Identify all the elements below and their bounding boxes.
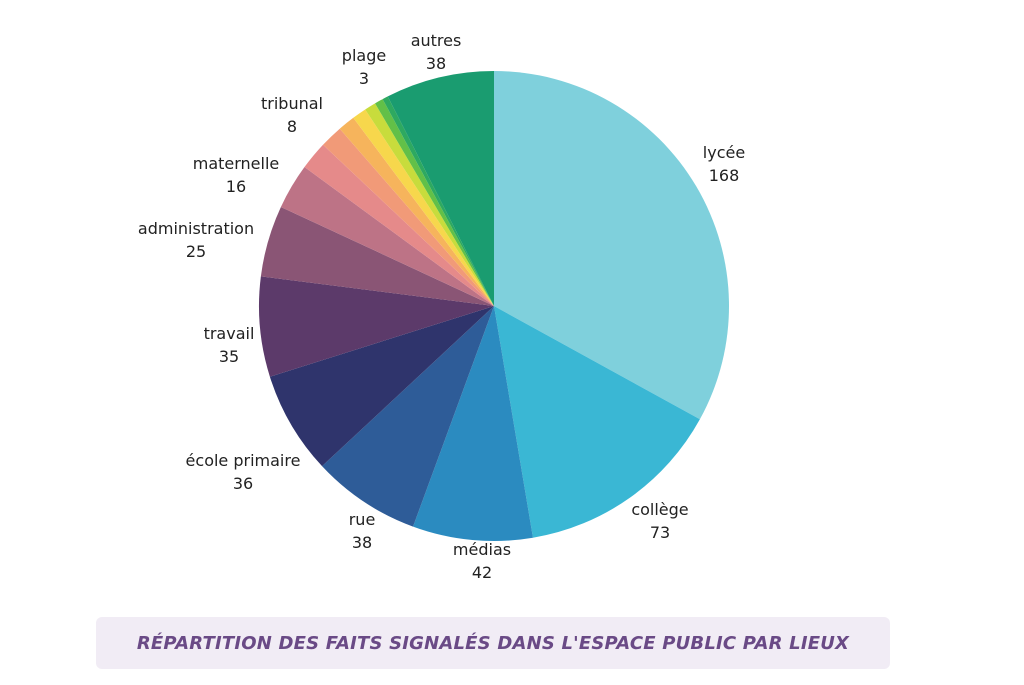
slice-value: 3 xyxy=(359,69,369,88)
slice-value: 168 xyxy=(709,166,740,185)
slice-value: 38 xyxy=(352,533,372,552)
pie-slice-autres xyxy=(387,71,494,306)
pie-slice-collège xyxy=(494,306,700,538)
slice-label: école primaire xyxy=(186,451,301,470)
pie-slice xyxy=(339,117,494,307)
caption-bar: RÉPARTITION DES FAITS SIGNALÉS DANS L'ES… xyxy=(96,617,890,669)
slice-label: lycée xyxy=(703,143,745,162)
pie-slice xyxy=(365,103,494,306)
pie-slice xyxy=(353,109,494,306)
slice-value: 73 xyxy=(650,523,670,542)
slice-label: tribunal xyxy=(261,94,323,113)
slice-label: autres xyxy=(411,31,462,50)
slice-value: 36 xyxy=(233,474,253,493)
pie-slice-administration xyxy=(260,206,494,306)
pie-slice xyxy=(304,144,494,306)
pie-slice-rue xyxy=(322,306,494,527)
pie-slice-médias xyxy=(413,306,533,541)
pie-slice-travail xyxy=(259,276,494,377)
slice-label: maternelle xyxy=(193,154,280,173)
chart-caption: RÉPARTITION DES FAITS SIGNALÉS DANS L'ES… xyxy=(136,632,850,654)
slice-label: travail xyxy=(204,324,255,343)
slice-label: médias xyxy=(453,540,511,559)
slice-value: 8 xyxy=(287,117,297,136)
slice-value: 25 xyxy=(186,242,206,261)
pie-slice-école-primaire xyxy=(269,306,494,467)
pie-slice-maternelle xyxy=(280,167,494,306)
pie-slice-lycée xyxy=(494,71,730,420)
pie-slice-plage xyxy=(375,99,494,306)
pie-slice xyxy=(382,96,494,306)
slice-label: collège xyxy=(631,500,688,519)
slice-value: 16 xyxy=(226,177,246,196)
slice-value: 42 xyxy=(472,563,492,582)
slice-label: rue xyxy=(349,510,376,529)
pie-slice-tribunal xyxy=(323,128,494,306)
slice-value: 35 xyxy=(219,347,239,366)
slice-label: plage xyxy=(342,46,386,65)
slice-value: 38 xyxy=(426,54,446,73)
slice-label: administration xyxy=(138,219,254,238)
pie-slices xyxy=(259,71,730,541)
